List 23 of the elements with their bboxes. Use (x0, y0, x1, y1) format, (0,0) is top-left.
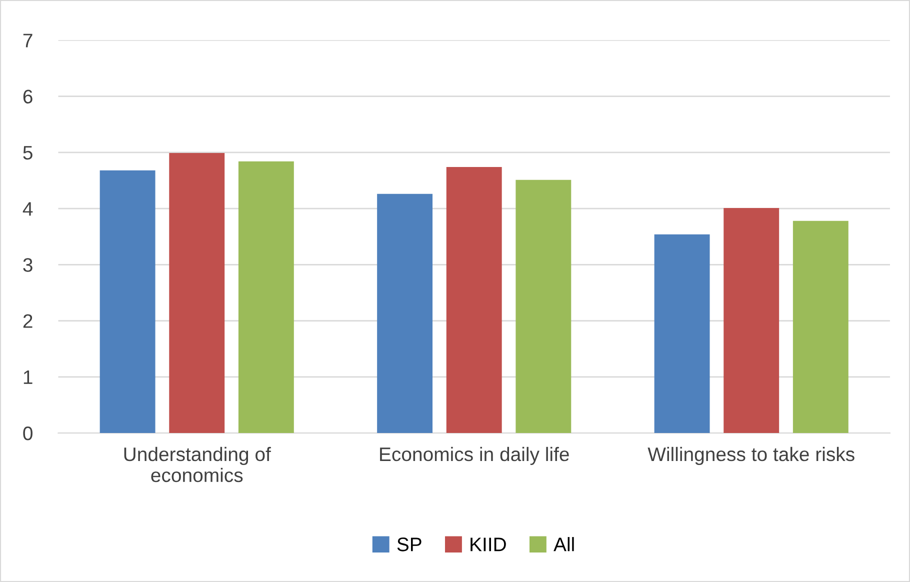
y-tick-label: 4 (22, 202, 33, 216)
y-tick-label: 1 (24, 370, 32, 384)
x-tick-label: Willingness to take risks (648, 446, 854, 466)
bar (446, 166, 502, 434)
x-tick-label: Economics in daily life (380, 446, 569, 466)
legend-label: KIID (470, 538, 506, 552)
y-tick-label: 7 (23, 34, 32, 48)
y-tick-label: 2 (23, 314, 32, 328)
bar (100, 170, 156, 434)
y-tick-label: 3 (23, 258, 32, 272)
bar (654, 234, 710, 434)
bar (238, 161, 294, 434)
bar (169, 152, 225, 434)
y-tick-label: 0 (23, 426, 32, 440)
bar (377, 194, 433, 434)
bar (724, 208, 780, 434)
legend-label: SP (397, 538, 422, 552)
legend-label: All (554, 537, 574, 552)
y-tick-label: 5 (23, 146, 32, 160)
bar (792, 220, 848, 434)
x-tick-label: Understanding of economics (124, 446, 271, 482)
y-tick-label: 6 (23, 90, 32, 104)
bar (516, 180, 572, 434)
